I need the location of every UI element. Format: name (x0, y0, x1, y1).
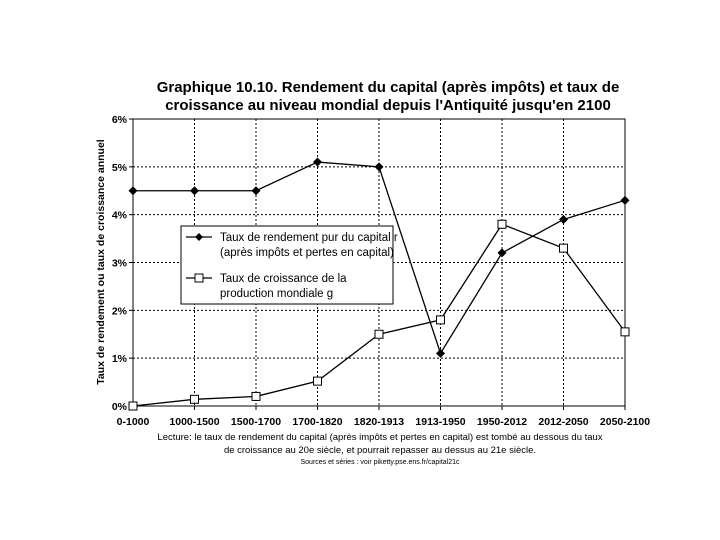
r-data-point (374, 162, 384, 172)
legend-label-g-line-1: Taux de croissance de la (220, 273, 347, 285)
chart-title-line-1: Graphique 10.10. Rendement du capital (a… (157, 79, 620, 96)
x-tick-label: 2012-2050 (538, 416, 588, 428)
legend-label-r-line-2: (après impôts et pertes en capital) (220, 247, 394, 259)
chart-title-line-2: croissance au niveau mondial depuis l'An… (165, 97, 611, 114)
r-data-point (190, 186, 199, 196)
r-data-point (497, 248, 507, 258)
y-tick-label: 0% (112, 401, 128, 413)
x-tick-label: 1700-1820 (292, 416, 342, 428)
legend-square-marker (194, 273, 204, 283)
y-tick-label: 4% (112, 210, 128, 222)
g-data-point (313, 376, 322, 386)
y-tick-label: 2% (112, 305, 128, 317)
legend-box (180, 225, 394, 305)
y-tick-label: 5% (112, 162, 128, 174)
g-data-point (190, 394, 199, 404)
caption-line-2: de croissance au 20e siècle, et pourrait… (224, 445, 536, 456)
g-data-point (620, 327, 630, 337)
y-tick-label: 6% (112, 114, 128, 126)
x-tick-label: 1950-2012 (477, 416, 527, 428)
g-data-point (497, 219, 507, 229)
r-data-point (251, 186, 261, 196)
legend-label-r-line-1: Taux de rendement pur du capital r (220, 232, 398, 244)
legend-diamond-marker (195, 233, 203, 241)
r-data-point (313, 157, 322, 167)
g-data-point (559, 243, 568, 253)
r-data-point (436, 348, 445, 358)
x-tick-label: 2050-2100 (600, 416, 650, 428)
g-data-point (436, 315, 445, 325)
x-tick-label: 1913-1950 (415, 416, 465, 428)
g-data-point (251, 391, 261, 401)
g-data-point (374, 329, 384, 339)
r-data-point (559, 214, 568, 224)
x-tick-label: 0-1000 (117, 416, 150, 428)
r-data-point (128, 186, 138, 196)
legend: Taux de rendement pur du capital r (aprè… (180, 225, 398, 305)
g-data-point (128, 401, 138, 411)
y-axis-label: Taux de rendement ou taux de croissance … (95, 139, 107, 385)
y-tick-label: 3% (112, 258, 128, 270)
legend-label-g-line-2: production mondiale g (220, 288, 333, 300)
caption-line-1: Lecture: le taux de rendement du capital… (157, 432, 602, 443)
x-tick-label: 1500-1700 (231, 416, 281, 428)
sources-note: Sources et séries : voir piketty.pse.ens… (301, 459, 460, 466)
x-tick-label: 1820-1913 (354, 416, 404, 428)
r-data-point (620, 195, 630, 205)
y-tick-label: 1% (112, 353, 128, 365)
x-tick-label: 1000-1500 (169, 416, 219, 428)
